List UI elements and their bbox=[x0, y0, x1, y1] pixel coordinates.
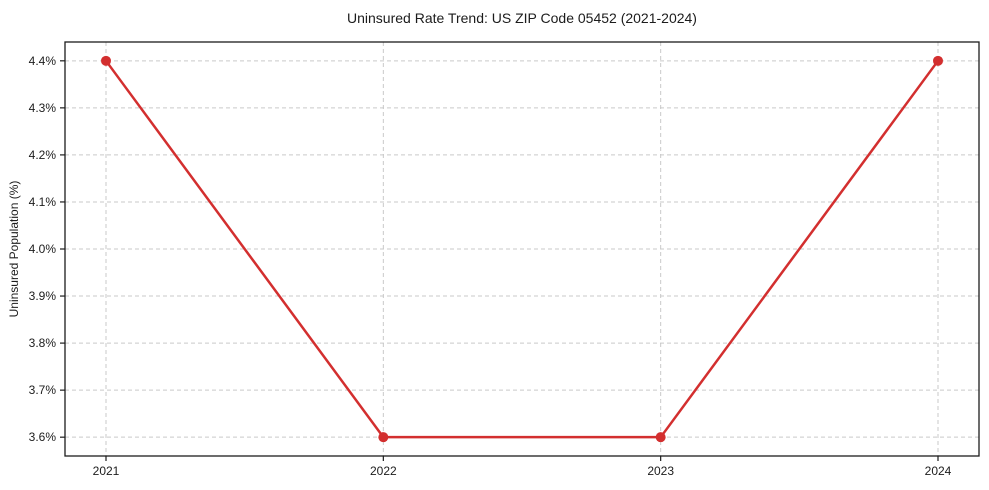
y-tick-label: 4.2% bbox=[29, 148, 57, 162]
y-tick-label: 4.0% bbox=[29, 242, 57, 256]
trend-line bbox=[104, 59, 940, 439]
x-tick-label: 2021 bbox=[93, 464, 120, 478]
x-tick-label: 2024 bbox=[925, 464, 952, 478]
data-point-marker bbox=[378, 432, 389, 443]
y-tick-label: 3.7% bbox=[29, 383, 57, 397]
data-point-marker bbox=[655, 432, 666, 443]
data-point-marker bbox=[101, 55, 111, 66]
y-tick-label: 4.1% bbox=[29, 195, 57, 209]
data-point-marker bbox=[933, 55, 943, 66]
y-tick-label: 4.4% bbox=[29, 54, 57, 68]
y-tick-label: 3.8% bbox=[29, 336, 57, 350]
x-tick-label: 2023 bbox=[647, 464, 674, 478]
y-tick-label: 3.6% bbox=[29, 430, 57, 444]
y-tick-label: 4.3% bbox=[29, 101, 57, 115]
x-tick-label: 2022 bbox=[370, 464, 397, 478]
y-tick-label: 3.9% bbox=[29, 289, 57, 303]
y-axis-label: Uninsured Population (%) bbox=[7, 180, 21, 318]
chart-title: Uninsured Rate Trend: US ZIP Code 05452 … bbox=[347, 10, 697, 26]
